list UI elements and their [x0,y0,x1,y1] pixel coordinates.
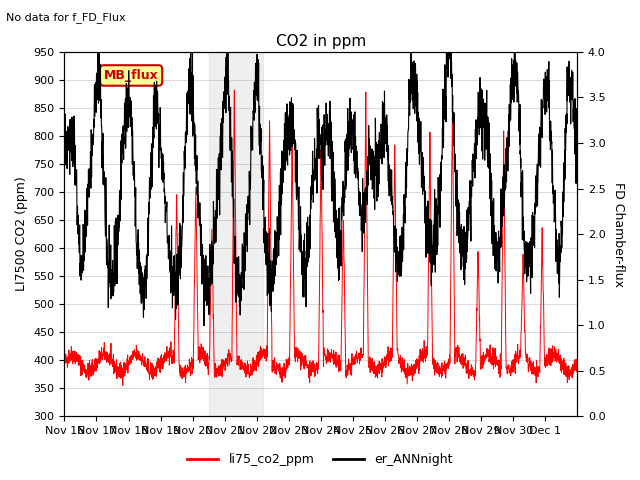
Text: MB_flux: MB_flux [104,69,159,82]
Legend: li75_co2_ppm, er_ANNnight: li75_co2_ppm, er_ANNnight [182,448,458,471]
Text: No data for f_FD_Flux: No data for f_FD_Flux [6,12,126,23]
Y-axis label: LI7500 CO2 (ppm): LI7500 CO2 (ppm) [15,177,28,291]
Y-axis label: FD Chamber-flux: FD Chamber-flux [612,181,625,287]
Title: CO2 in ppm: CO2 in ppm [276,34,366,49]
Bar [209,52,263,417]
